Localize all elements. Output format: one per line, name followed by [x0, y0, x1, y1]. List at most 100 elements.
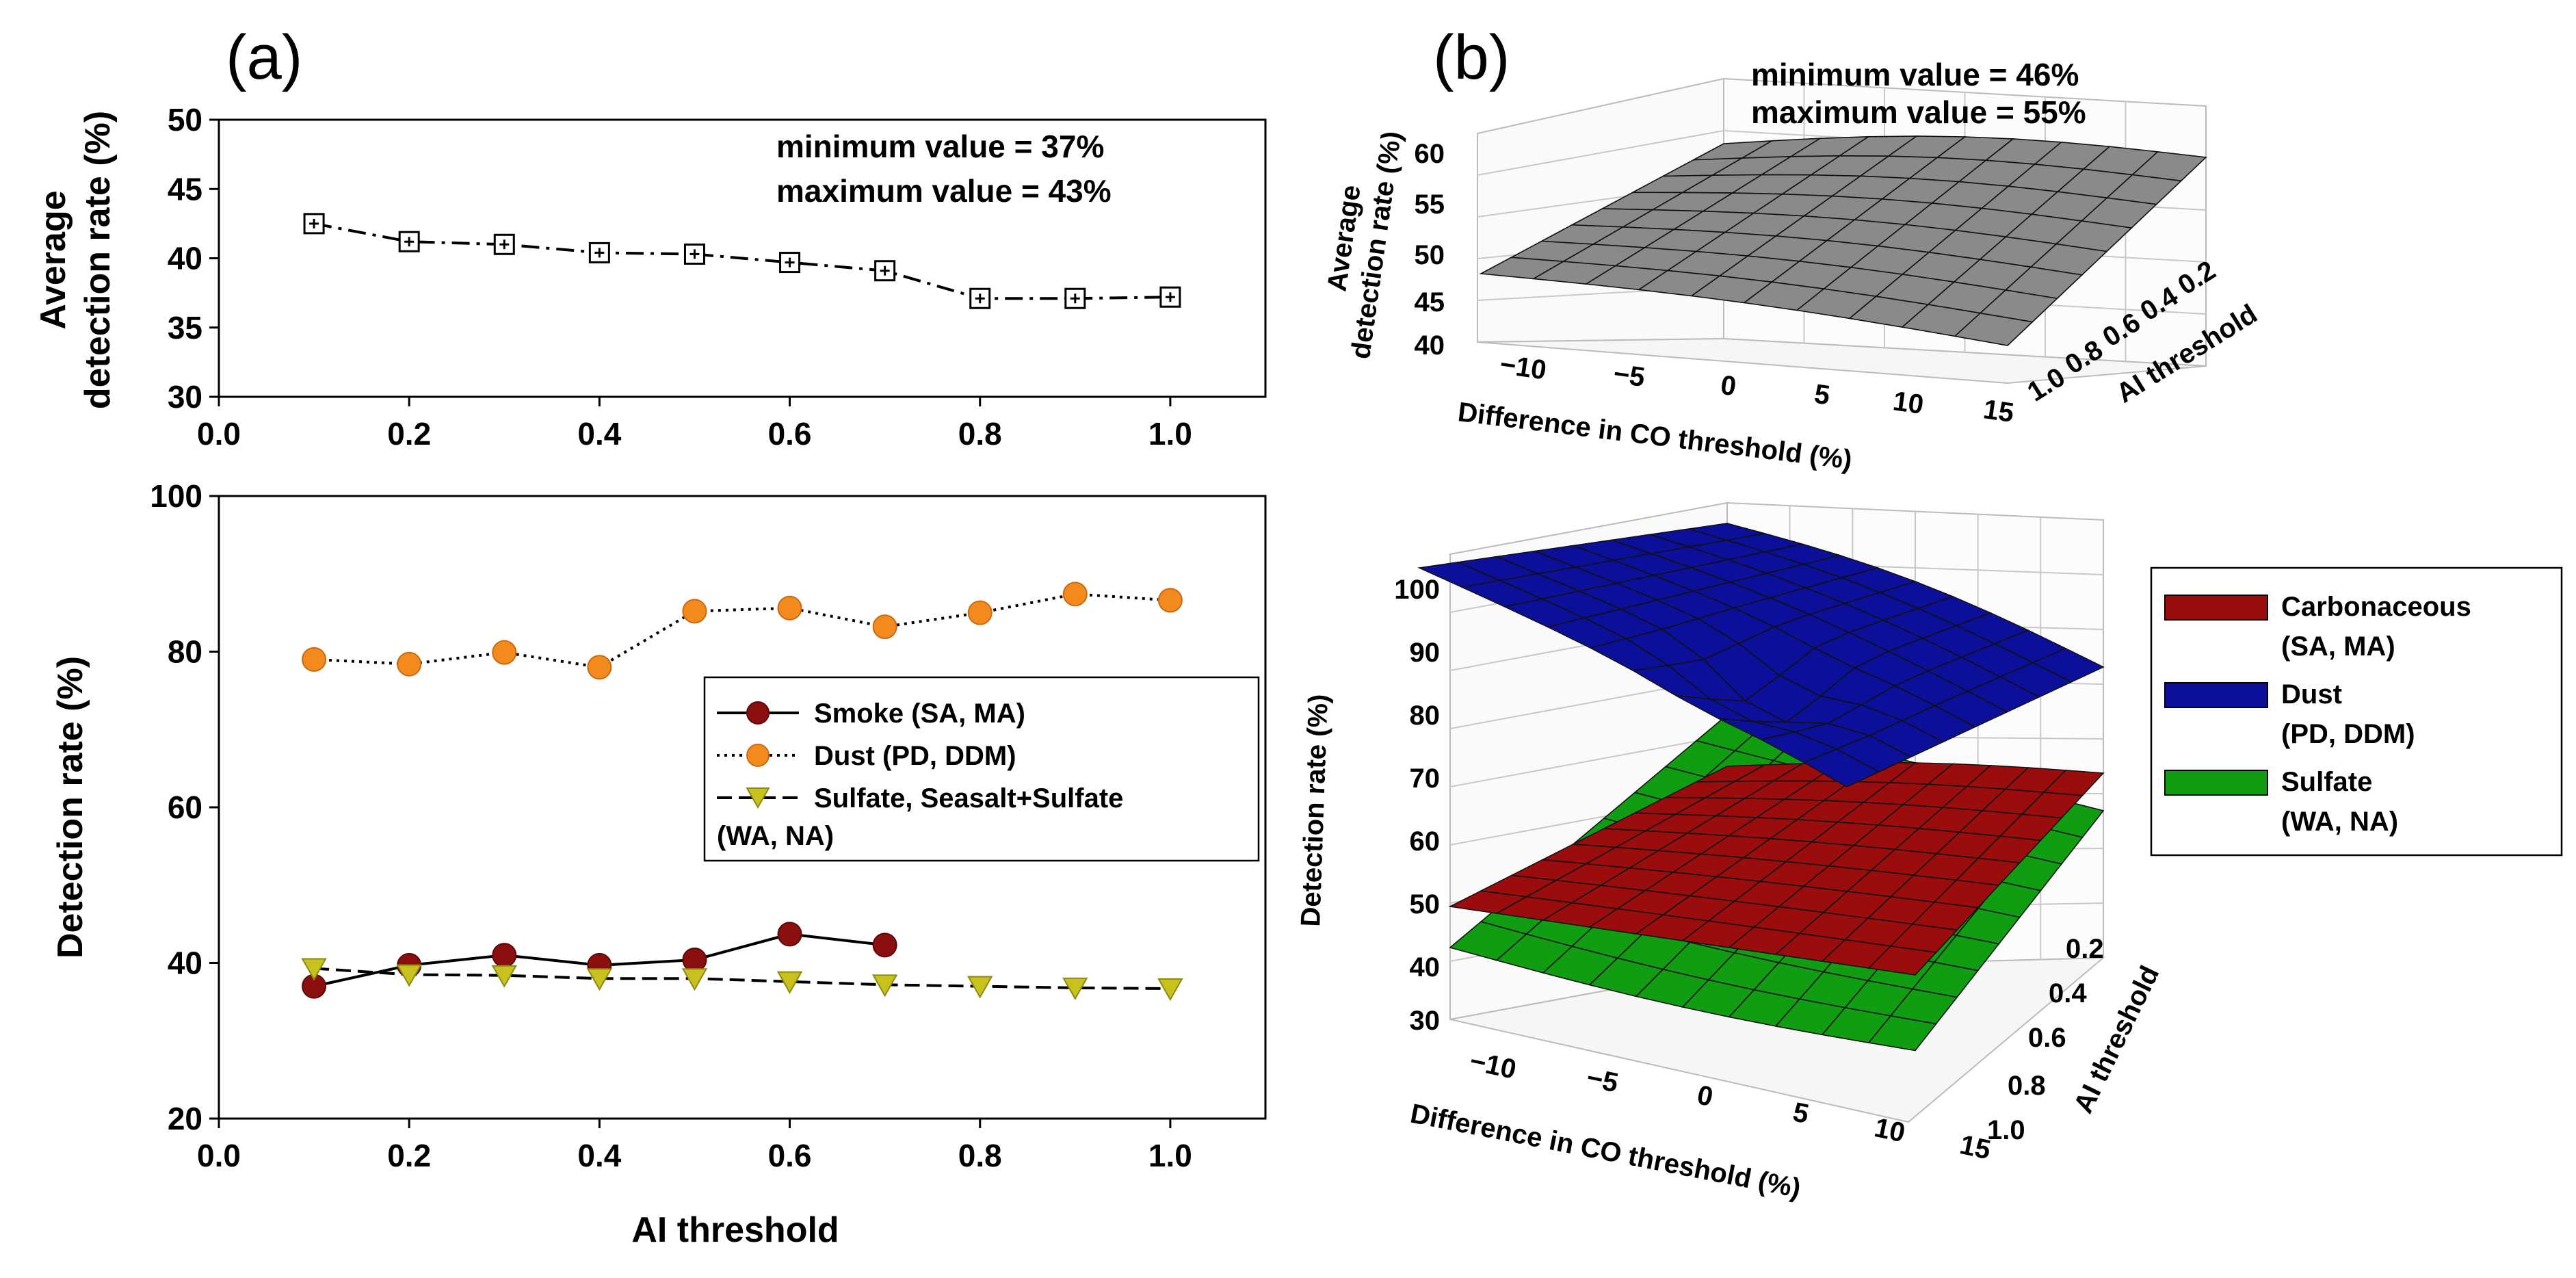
legend-carb-label-2: (SA, MA) [2281, 631, 2395, 662]
a-bottom-series-0-point-2 [492, 943, 517, 968]
b-bottom-y-tick-0.4: 0.4 [2049, 978, 2087, 1008]
a-bottom-legend: Smoke (SA, MA) Dust (PD, DDM) Sulfate, S… [703, 676, 1260, 862]
a-bottom-series-1-point-5 [777, 595, 802, 621]
a-bottom-series-2-point-2 [491, 965, 517, 988]
legend-carb-swatch [2164, 595, 2268, 621]
legend-sulfate3d-label: Sulfate [2281, 767, 2372, 797]
b-bottom-z-tick-90: 90 [1410, 638, 1441, 668]
a-bottom-series-0-point-4 [682, 947, 707, 972]
a-top-ytick-label-1: 35 [168, 310, 202, 345]
legend-smoke-label: Smoke (SA, MA) [814, 699, 1025, 729]
b-bottom-y-tick-0.8: 0.8 [2008, 1071, 2046, 1101]
a-bottom-series-line-2 [313, 967, 1170, 991]
b-top-x-ticks: −10 −5 0 5 10 15 [1498, 350, 2016, 428]
b-bottom-z-tick-80: 80 [1410, 701, 1441, 731]
b-top-z-tick-40: 40 [1415, 330, 1445, 361]
b-bottom-carb-cell-9-0 [1867, 946, 1938, 976]
a-top-x-ticks: 0.0 0.2 0.4 0.6 0.8 1.0 [197, 397, 1192, 452]
panel-label-a: (a) [226, 23, 302, 92]
b-top-floor [1477, 337, 2207, 384]
legend-sulfate-label: Sulfate, Seasalt+Sulfate [814, 783, 1123, 813]
a-top-xtick-label-1: 0.2 [387, 416, 431, 452]
b-top-z-ticks: 60 55 50 45 40 [1415, 139, 1445, 361]
a-bottom-ytick-label-4: 100 [150, 478, 202, 514]
a-top-series-0-point-4-cross [689, 249, 700, 259]
b-bottom-z-tick-40: 40 [1410, 952, 1441, 982]
a-top-series-0-point-5-cross [785, 257, 795, 268]
a-top-ytick-label-3: 45 [168, 171, 202, 207]
a-top-series-0-point-2-cross [499, 239, 510, 250]
a-bottom-series-1-point-4 [682, 599, 707, 624]
b-bottom-z-ticks: 100 90 80 70 60 50 40 30 [1394, 575, 1440, 1036]
b-bottom-z-tick-100: 100 [1394, 575, 1440, 605]
a-bottom-series-2-point-7 [967, 976, 993, 999]
b-bottom-z-tick-30: 30 [1410, 1006, 1441, 1036]
a-bottom-ytick-label-0: 20 [168, 1101, 202, 1136]
a-top-ytick-label-2: 40 [168, 241, 202, 276]
a-bottom-series-1-point-7 [967, 600, 993, 625]
a-top-series-0-point-6-cross [880, 265, 890, 276]
a-bottom-xtick-label-4: 0.8 [958, 1138, 1002, 1173]
b-bottom-x-tick--10: −10 [1467, 1046, 1519, 1085]
a-bottom-series-2-point-0 [301, 958, 327, 981]
legend-sulfate-marker [746, 787, 770, 809]
a-top-xtick-label-5: 1.0 [1148, 416, 1192, 452]
a-bottom-xtick-label-1: 0.2 [387, 1138, 431, 1173]
b-bottom-y-ticks: 1.0 0.8 0.6 0.4 0.2 [1987, 934, 2104, 1145]
a-bottom-series-2-point-1 [396, 964, 422, 987]
a-bottom-series-2-point-4 [681, 968, 708, 991]
b-top-z-tick-55: 55 [1415, 190, 1445, 220]
a-bottom-ytick-label-2: 60 [168, 790, 202, 825]
b-top-annotation-max: maximum value = 55% [1751, 94, 2086, 130]
a-top-series-0-point-7-cross [975, 294, 985, 304]
a-bottom-series [301, 582, 1183, 1002]
b-top-surface-cell-9-0 [1954, 312, 2034, 346]
b-bottom-x-tick--5: −5 [1584, 1062, 1621, 1099]
b-top-x-tick-0: 0 [1719, 370, 1738, 402]
a-bottom-xtick-label-2: 0.4 [577, 1138, 621, 1173]
b-top-x-tick-15: 15 [1982, 394, 2016, 428]
b-top-z-tick-60: 60 [1415, 139, 1445, 169]
legend-sulfate3d-label-2: (WA, NA) [2281, 807, 2398, 837]
a-bottom-series-1-point-1 [397, 651, 422, 677]
legend-carb-label: Carbonaceous [2281, 592, 2471, 622]
a-bottom-series-1-point-2 [492, 640, 517, 665]
a-top-series-0-point-8-cross [1070, 294, 1080, 304]
a-bottom-legend-box [703, 676, 1260, 862]
a-bottom-series-2-point-6 [871, 974, 898, 997]
b-bottom-z-tick-50: 50 [1410, 889, 1441, 920]
a-top-series-0-point-3-cross [594, 248, 605, 258]
legend-dust-marker [746, 744, 770, 767]
a-bottom-xtick-label-3: 0.6 [768, 1138, 812, 1173]
a-top-ytick-label-4: 50 [168, 102, 202, 138]
b-bottom-x-tick-15: 15 [1957, 1130, 1993, 1165]
a-bottom-series-1-point-6 [872, 614, 897, 640]
a-bottom-ytick-label-3: 80 [168, 634, 202, 670]
panel-label-b: (b) [1433, 23, 1510, 92]
legend-sulfate3d-swatch [2164, 770, 2268, 796]
legend-sulfate-label-2: (WA, NA) [717, 821, 834, 851]
legend-dust3d-label-2: (PD, DDM) [2281, 719, 2415, 749]
b-bottom-y-tick-0.2: 0.2 [2066, 934, 2104, 964]
a-bottom-y-ticks: 20 40 60 80 100 [150, 478, 219, 1136]
b-top-annotation-min: minimum value = 46% [1751, 57, 2079, 92]
legend-dust3d-label: Dust [2281, 679, 2342, 709]
a-top-series-0-point-9 [1159, 286, 1181, 308]
b-bottom-x-tick-10: 10 [1871, 1112, 1908, 1148]
b-top-x-tick-10: 10 [1891, 386, 1926, 420]
legend-smoke-marker [746, 701, 770, 725]
chart-a-bottom: 20 40 60 80 100 0.0 0.2 0.4 0.6 0.8 1.0 Detection… [51, 478, 1267, 1250]
a-top-ytick-label-0: 30 [168, 379, 202, 415]
b-bottom-surface-carbonaceous [1448, 761, 2105, 976]
a-bottom-ylabel: Detection rate (%) [51, 656, 90, 958]
a-bottom-series-0-point-5 [777, 922, 802, 947]
b-bottom-dust-cell-9-0 [1802, 748, 1880, 787]
a-bottom-ytick-label-1: 40 [168, 946, 202, 981]
b-bottom-y-tick-1.0: 1.0 [1987, 1115, 2025, 1145]
b-top-xlabel: Difference in CO threshold (%) [1456, 397, 1854, 475]
a-bottom-series-1-point-8 [1062, 582, 1088, 607]
a-top-xtick-label-3: 0.6 [768, 416, 812, 452]
b-top-x-tick--5: −5 [1612, 358, 1646, 393]
a-bottom-x-ticks: 0.0 0.2 0.4 0.6 0.8 1.0 [197, 1119, 1192, 1173]
